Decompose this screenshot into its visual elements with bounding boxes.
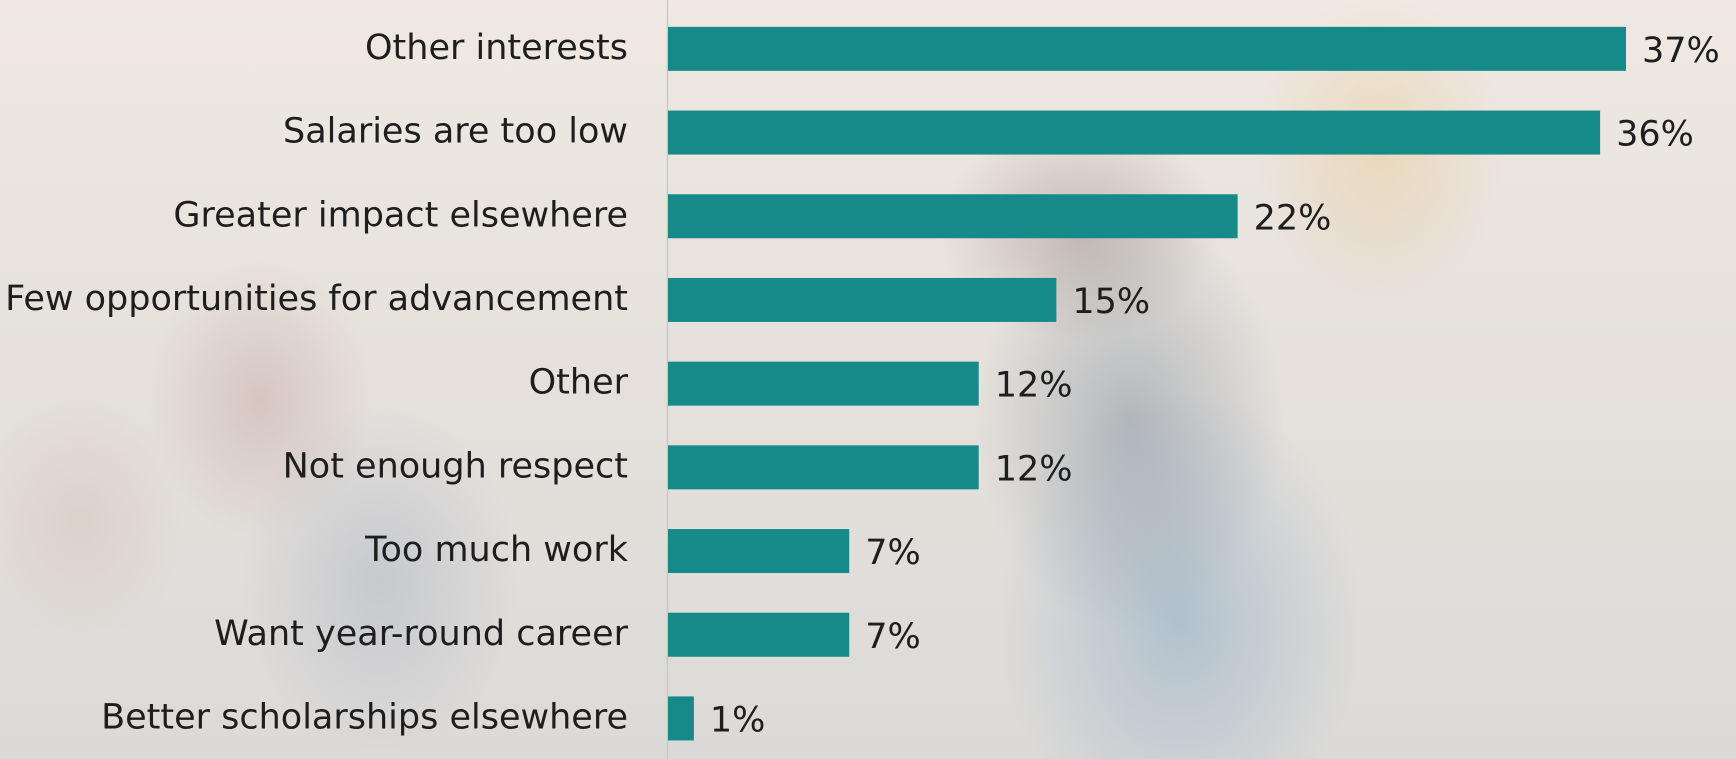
category-label: Other: [529, 363, 629, 403]
chart: Other interests 37% Salaries are too low 36…: [0, 0, 1736, 759]
value-label: 12%: [995, 449, 1073, 489]
category-label: Few opportunities for advancement: [5, 279, 628, 319]
bar: [668, 445, 979, 489]
value-label: 7%: [865, 617, 921, 657]
category-label: Not enough respect: [283, 446, 628, 486]
category-label: Want year-round career: [214, 614, 628, 654]
value-label: 7%: [865, 533, 921, 573]
category-label: Too much work: [364, 530, 629, 570]
bar: [668, 194, 1238, 238]
category-label: Greater impact elsewhere: [173, 195, 628, 235]
bar: [668, 278, 1056, 322]
category-label: Other interests: [365, 28, 628, 68]
value-label: 1%: [710, 700, 766, 740]
bar: [668, 362, 979, 406]
bar: [668, 696, 694, 740]
bar: [668, 27, 1626, 71]
value-label: 36%: [1616, 115, 1694, 155]
bar: [668, 111, 1600, 155]
value-label: 22%: [1254, 198, 1332, 238]
value-label: 15%: [1072, 282, 1150, 322]
value-label: 37%: [1642, 31, 1720, 71]
bar: [668, 529, 849, 573]
bar: [668, 613, 849, 657]
category-label: Better scholarships elsewhere: [101, 697, 628, 737]
value-label: 12%: [995, 366, 1073, 406]
category-label: Salaries are too low: [283, 112, 628, 152]
